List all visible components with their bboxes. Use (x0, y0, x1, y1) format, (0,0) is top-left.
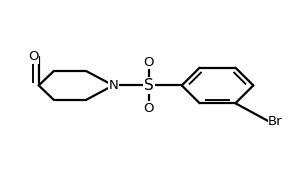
Text: Br: Br (268, 114, 283, 128)
Text: N: N (108, 79, 118, 92)
Text: O: O (144, 102, 154, 115)
Text: O: O (144, 56, 154, 69)
Text: S: S (144, 78, 154, 93)
Text: O: O (28, 50, 39, 64)
